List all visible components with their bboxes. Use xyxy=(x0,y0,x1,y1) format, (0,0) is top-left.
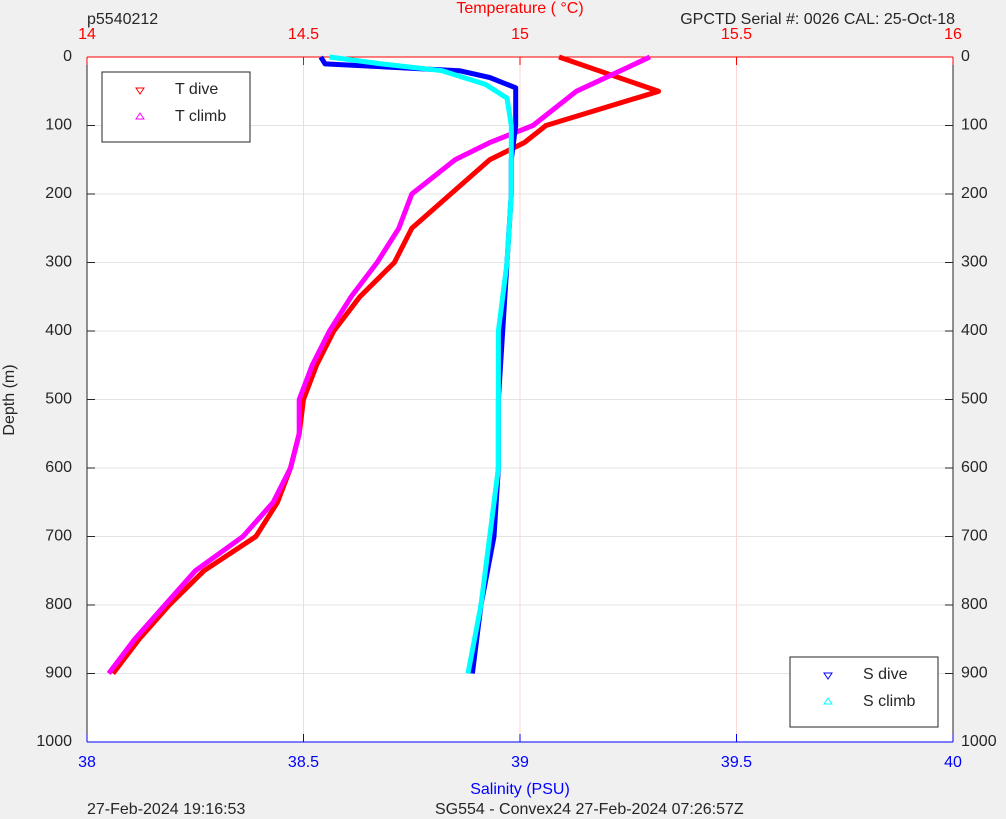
legend: T dive T climb xyxy=(101,71,251,143)
x-tick-label: 38.5 xyxy=(288,754,319,771)
x2-tick-label: 14.5 xyxy=(288,26,319,43)
y-tick-label-right: 400 xyxy=(961,322,988,339)
y-tick-label-right: 200 xyxy=(961,185,988,202)
chart-title: p5540212 xyxy=(87,11,158,28)
legend-marker xyxy=(823,672,833,680)
y-tick-label-right: 900 xyxy=(961,665,988,682)
y-tick-label-right: 1000 xyxy=(961,733,997,750)
y-tick-label: 500 xyxy=(45,391,72,408)
legend-marker xyxy=(135,112,145,120)
profile-line xyxy=(106,54,651,676)
y-tick-label: 100 xyxy=(45,117,72,134)
legend-box xyxy=(789,656,939,728)
legend-label: S dive xyxy=(863,666,908,683)
y-tick-label: 800 xyxy=(45,596,72,613)
profile-line xyxy=(329,54,514,674)
legend-marker xyxy=(823,697,833,705)
y-tick-label-right: 300 xyxy=(961,254,988,271)
footer-center: SG554 - Convex24 27-Feb-2024 07:26:57Z xyxy=(435,801,744,818)
y-tick-label: 900 xyxy=(45,665,72,682)
legend-marker xyxy=(135,87,145,95)
y-tick-label: 600 xyxy=(45,459,72,476)
chart-subtitle: GPCTD Serial #: 0026 CAL: 25-Oct-18 xyxy=(680,11,955,28)
profile-line xyxy=(111,54,662,676)
y-tick-label-right: 800 xyxy=(961,596,988,613)
y-tick-label-right: 700 xyxy=(961,528,988,545)
legend: S dive S climb xyxy=(789,656,939,728)
y-tick-label-right: 600 xyxy=(961,459,988,476)
legend-label: T dive xyxy=(175,81,218,98)
x-tick-label: 39 xyxy=(511,754,529,771)
legend-label: S climb xyxy=(863,693,916,710)
legend-box xyxy=(101,71,251,143)
y-tick-label-right: 0 xyxy=(961,48,970,65)
y-tick-label-right: 500 xyxy=(961,391,988,408)
x2-tick-label: 15 xyxy=(511,26,529,43)
y-tick-label: 400 xyxy=(45,322,72,339)
legend-label: T climb xyxy=(175,108,226,125)
y-tick-label: 200 xyxy=(45,185,72,202)
x2-tick-label: 14 xyxy=(78,26,96,43)
x-tick-label: 38 xyxy=(78,754,96,771)
y-tick-label: 300 xyxy=(45,254,72,271)
footer-left: 27-Feb-2024 19:16:53 xyxy=(87,801,245,818)
y-tick-label: 0 xyxy=(63,48,72,65)
x-axis-label: Salinity (PSU) xyxy=(470,781,570,798)
x2-tick-label: 16 xyxy=(944,26,962,43)
y-tick-label: 1000 xyxy=(36,733,72,750)
x-tick-label: 39.5 xyxy=(721,754,752,771)
x2-axis-label: Temperature ( °C) xyxy=(456,0,583,17)
x-tick-label: 40 xyxy=(944,754,962,771)
x2-tick-label: 15.5 xyxy=(721,26,752,43)
y-axis-label: Depth (m) xyxy=(1,364,18,435)
y-tick-label-right: 100 xyxy=(961,117,988,134)
y-tick-label: 700 xyxy=(45,528,72,545)
